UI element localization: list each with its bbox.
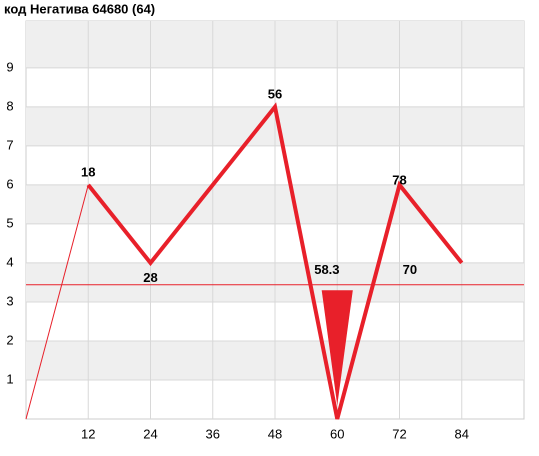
- y-tick-label: 8: [6, 98, 13, 113]
- y-tick-label: 6: [6, 176, 13, 191]
- x-tick-label: 12: [81, 426, 95, 441]
- annotation: 56: [268, 87, 282, 102]
- annotation: 58.3: [314, 262, 339, 277]
- y-tick-label: 4: [6, 254, 13, 269]
- x-tick-label: 48: [268, 426, 282, 441]
- y-tick-label: 9: [6, 59, 13, 74]
- y-tick-label: 5: [6, 215, 13, 230]
- line-series: [86, 102, 464, 420]
- x-tick-label: 84: [455, 426, 469, 441]
- annotation: 18: [81, 165, 95, 180]
- x-tick-label: 72: [392, 426, 406, 441]
- line-series: [25, 184, 89, 420]
- annotation: 28: [143, 270, 157, 285]
- y-tick-label: 1: [6, 371, 13, 386]
- x-tick-label: 24: [143, 426, 157, 441]
- annotation: 70: [403, 262, 417, 277]
- x-tick-label: 36: [206, 426, 220, 441]
- annotation: 78: [392, 172, 406, 187]
- y-tick-label: 2: [6, 332, 13, 347]
- y-tick-label: 7: [6, 137, 13, 152]
- y-tick-label: 3: [6, 293, 13, 308]
- triangle-marker: [321, 290, 353, 406]
- x-tick-label: 60: [330, 426, 344, 441]
- chart-title: код Негатива 64680 (64): [4, 1, 155, 16]
